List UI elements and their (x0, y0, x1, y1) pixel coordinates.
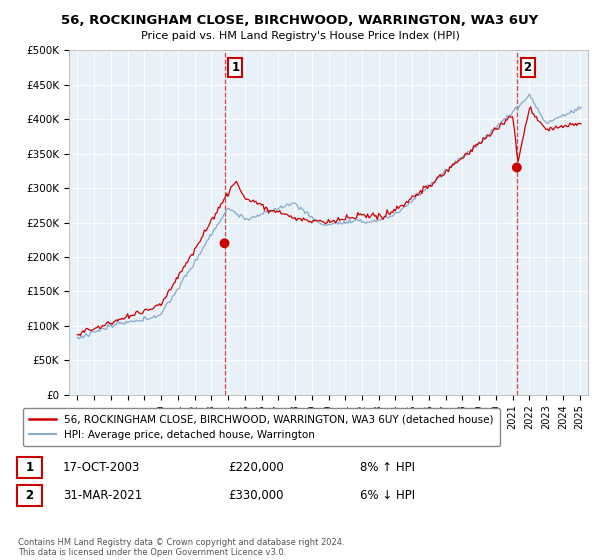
Point (220, 239, 229, 248)
Text: £330,000: £330,000 (228, 489, 284, 502)
Text: 31-MAR-2021: 31-MAR-2021 (63, 489, 142, 502)
Text: 2: 2 (524, 61, 532, 74)
Legend: 56, ROCKINGHAM CLOSE, BIRCHWOOD, WARRINGTON, WA3 6UY (detached house), HPI: Aver: 56, ROCKINGHAM CLOSE, BIRCHWOOD, WARRING… (23, 408, 500, 446)
Text: Price paid vs. HM Land Registry's House Price Index (HPI): Price paid vs. HM Land Registry's House … (140, 31, 460, 41)
Text: £220,000: £220,000 (228, 461, 284, 474)
Text: 8% ↑ HPI: 8% ↑ HPI (360, 461, 415, 474)
Text: 1: 1 (231, 61, 239, 74)
Text: 6% ↓ HPI: 6% ↓ HPI (360, 489, 415, 502)
Text: 1: 1 (25, 461, 34, 474)
Text: 17-OCT-2003: 17-OCT-2003 (63, 461, 140, 474)
Text: 2: 2 (25, 489, 34, 502)
Text: 56, ROCKINGHAM CLOSE, BIRCHWOOD, WARRINGTON, WA3 6UY: 56, ROCKINGHAM CLOSE, BIRCHWOOD, WARRING… (61, 14, 539, 27)
Point (512, 163, 521, 172)
Text: Contains HM Land Registry data © Crown copyright and database right 2024.
This d: Contains HM Land Registry data © Crown c… (18, 538, 344, 557)
